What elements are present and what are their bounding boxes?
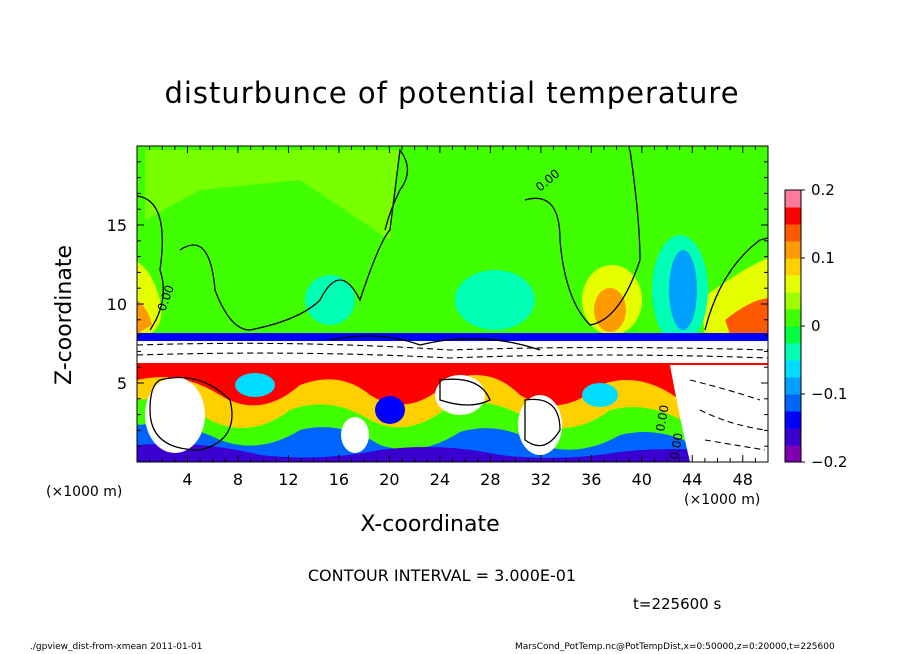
dashed-contours: [137, 342, 768, 451]
cool-region: [137, 443, 768, 462]
colorbar: 0.2 0.1 0 −0.1 −0.2: [784, 181, 847, 471]
x-tick-label: 8: [233, 470, 243, 489]
colorbar-swatch: [785, 241, 801, 259]
x-tick-label: 36: [581, 470, 601, 489]
colorbar-swatch: [785, 343, 801, 361]
x-tick-label: 24: [430, 470, 450, 489]
contour-line: [137, 148, 409, 331]
contour-line: [704, 237, 768, 331]
interface-band: [137, 333, 768, 341]
chart-title: disturbunce of potential temperature: [164, 76, 740, 110]
cool-region: [455, 270, 535, 330]
contour-lines: [137, 148, 768, 451]
contour-label: 0.00: [667, 432, 685, 461]
cool-region: [669, 250, 697, 330]
warm-region: [594, 288, 626, 332]
contour-line: [689, 379, 766, 451]
x-tick-label: 32: [531, 470, 551, 489]
colorbar-swatch: [785, 394, 801, 412]
white-region: [670, 365, 768, 462]
colorbar-swatch: [785, 275, 801, 293]
contour-line: [524, 149, 641, 326]
y-tick-label: 15: [107, 216, 127, 235]
white-region: [145, 377, 205, 453]
y-unit-label: (×1000 m): [46, 484, 123, 500]
x-unit-label: (×1000 m): [684, 492, 761, 508]
white-region: [518, 395, 562, 455]
white-region: [341, 417, 369, 453]
colorbar-swatch: [785, 224, 801, 242]
colorbar-swatch: [785, 309, 801, 327]
colorbar-tick-label: −0.2: [811, 453, 847, 471]
colorbar-tick-label: 0.2: [811, 181, 835, 199]
colorbar-swatch: [785, 326, 801, 344]
colorbar-swatch: [785, 377, 801, 395]
colorbar-swatch: [785, 428, 801, 446]
contour-label: 0.00: [653, 404, 671, 433]
y-tick-label: 5: [117, 374, 127, 393]
x-tick-label: 16: [329, 470, 349, 489]
colorbar-swatch: [785, 292, 801, 310]
cool-region: [137, 424, 768, 462]
y-axis-label: Z-coordinate: [52, 245, 77, 385]
footer-right: MarsCond_PotTemp.nc@PotTempDist,x=0:5000…: [515, 642, 835, 652]
x-tick-label: 12: [278, 470, 298, 489]
colorbar-swatch: [785, 190, 801, 208]
colorbar-tick-label: 0.1: [811, 249, 835, 267]
colorbar-swatch: [785, 445, 801, 463]
x-axis-label: X-coordinate: [360, 512, 500, 537]
cool-region: [305, 275, 355, 325]
white-region: [435, 375, 485, 415]
x-tick-label: 28: [480, 470, 500, 489]
contour-interval-label: CONTOUR INTERVAL = 3.000E-01: [307, 566, 577, 585]
cool-region: [375, 396, 405, 424]
x-tick-label: 48: [733, 470, 753, 489]
colorbar-swatch: [785, 258, 801, 276]
white-band: [137, 341, 768, 363]
colorbar-tick-label: −0.1: [811, 385, 847, 403]
x-tick-label: 44: [682, 470, 702, 489]
footer-left: ./gpview_dist-from-xmean 2011-01-01: [30, 642, 203, 652]
warm-region: [137, 300, 152, 334]
colorbar-tick-label: 0: [811, 317, 821, 335]
colorbar-swatch: [785, 411, 801, 429]
x-tick-label: 20: [379, 470, 399, 489]
cool-region: [582, 383, 618, 407]
contour-line: [137, 352, 768, 359]
warm-region: [725, 298, 768, 334]
plot-area: [137, 146, 768, 462]
contour-line: [439, 378, 491, 406]
x-tick-label: 4: [182, 470, 192, 489]
x-tick-label: 40: [632, 470, 652, 489]
cool-region: [235, 373, 275, 397]
contour-line: [524, 398, 561, 447]
warm-region: [145, 150, 400, 240]
time-label: t=225600 s: [633, 595, 722, 613]
colorbar-swatch: [785, 360, 801, 378]
contour-line: [329, 335, 541, 351]
contour-line: [137, 342, 768, 351]
contour-line: [149, 376, 233, 451]
colorbar-swatch: [785, 207, 801, 225]
y-tick-label: 10: [107, 295, 127, 314]
